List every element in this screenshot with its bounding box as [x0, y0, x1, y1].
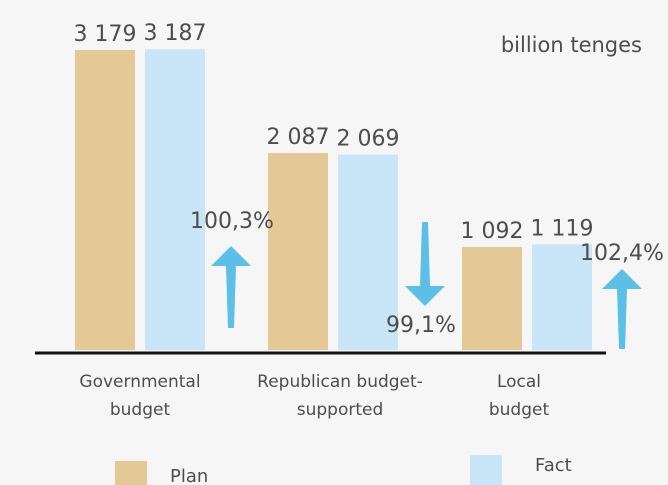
bar-plan-3 [462, 246, 522, 350]
unit-label: billion tenges [501, 33, 642, 57]
category-label-3: Local [497, 372, 541, 392]
execution-percent-1: 100,3% [190, 209, 274, 234]
bar-fact-3 [532, 244, 592, 350]
category-label-1: budget [110, 400, 171, 420]
category-label-2: supported [297, 400, 384, 420]
bar-fact-2 [338, 154, 398, 350]
legend-label-fact: Fact [535, 455, 572, 476]
bar-plan-2 [268, 153, 328, 350]
category-label-3: budget [489, 400, 550, 420]
value-label-plan-2: 2 087 [267, 125, 330, 150]
execution-percent-3: 102,4% [580, 241, 664, 266]
arrow-up-icon [211, 246, 251, 328]
legend-swatch-fact [470, 455, 502, 485]
value-label-plan-3: 1 092 [461, 219, 524, 244]
arrow-down-icon [405, 222, 445, 306]
execution-percent-2: 99,1% [386, 313, 456, 338]
category-label-2: Republican budget- [257, 372, 423, 392]
value-label-plan-1: 3 179 [74, 22, 137, 47]
value-label-fact-3: 1 119 [531, 216, 594, 241]
bar-fact-1 [145, 49, 205, 351]
value-label-fact-2: 2 069 [337, 127, 400, 152]
legend-label-plan: Plan [170, 466, 208, 485]
arrow-up-icon [602, 269, 642, 349]
category-label-1: Governmental [79, 372, 200, 392]
bar-plan-1 [75, 49, 135, 351]
legend-swatch-plan [115, 461, 147, 485]
value-label-fact-1: 3 187 [144, 21, 207, 46]
